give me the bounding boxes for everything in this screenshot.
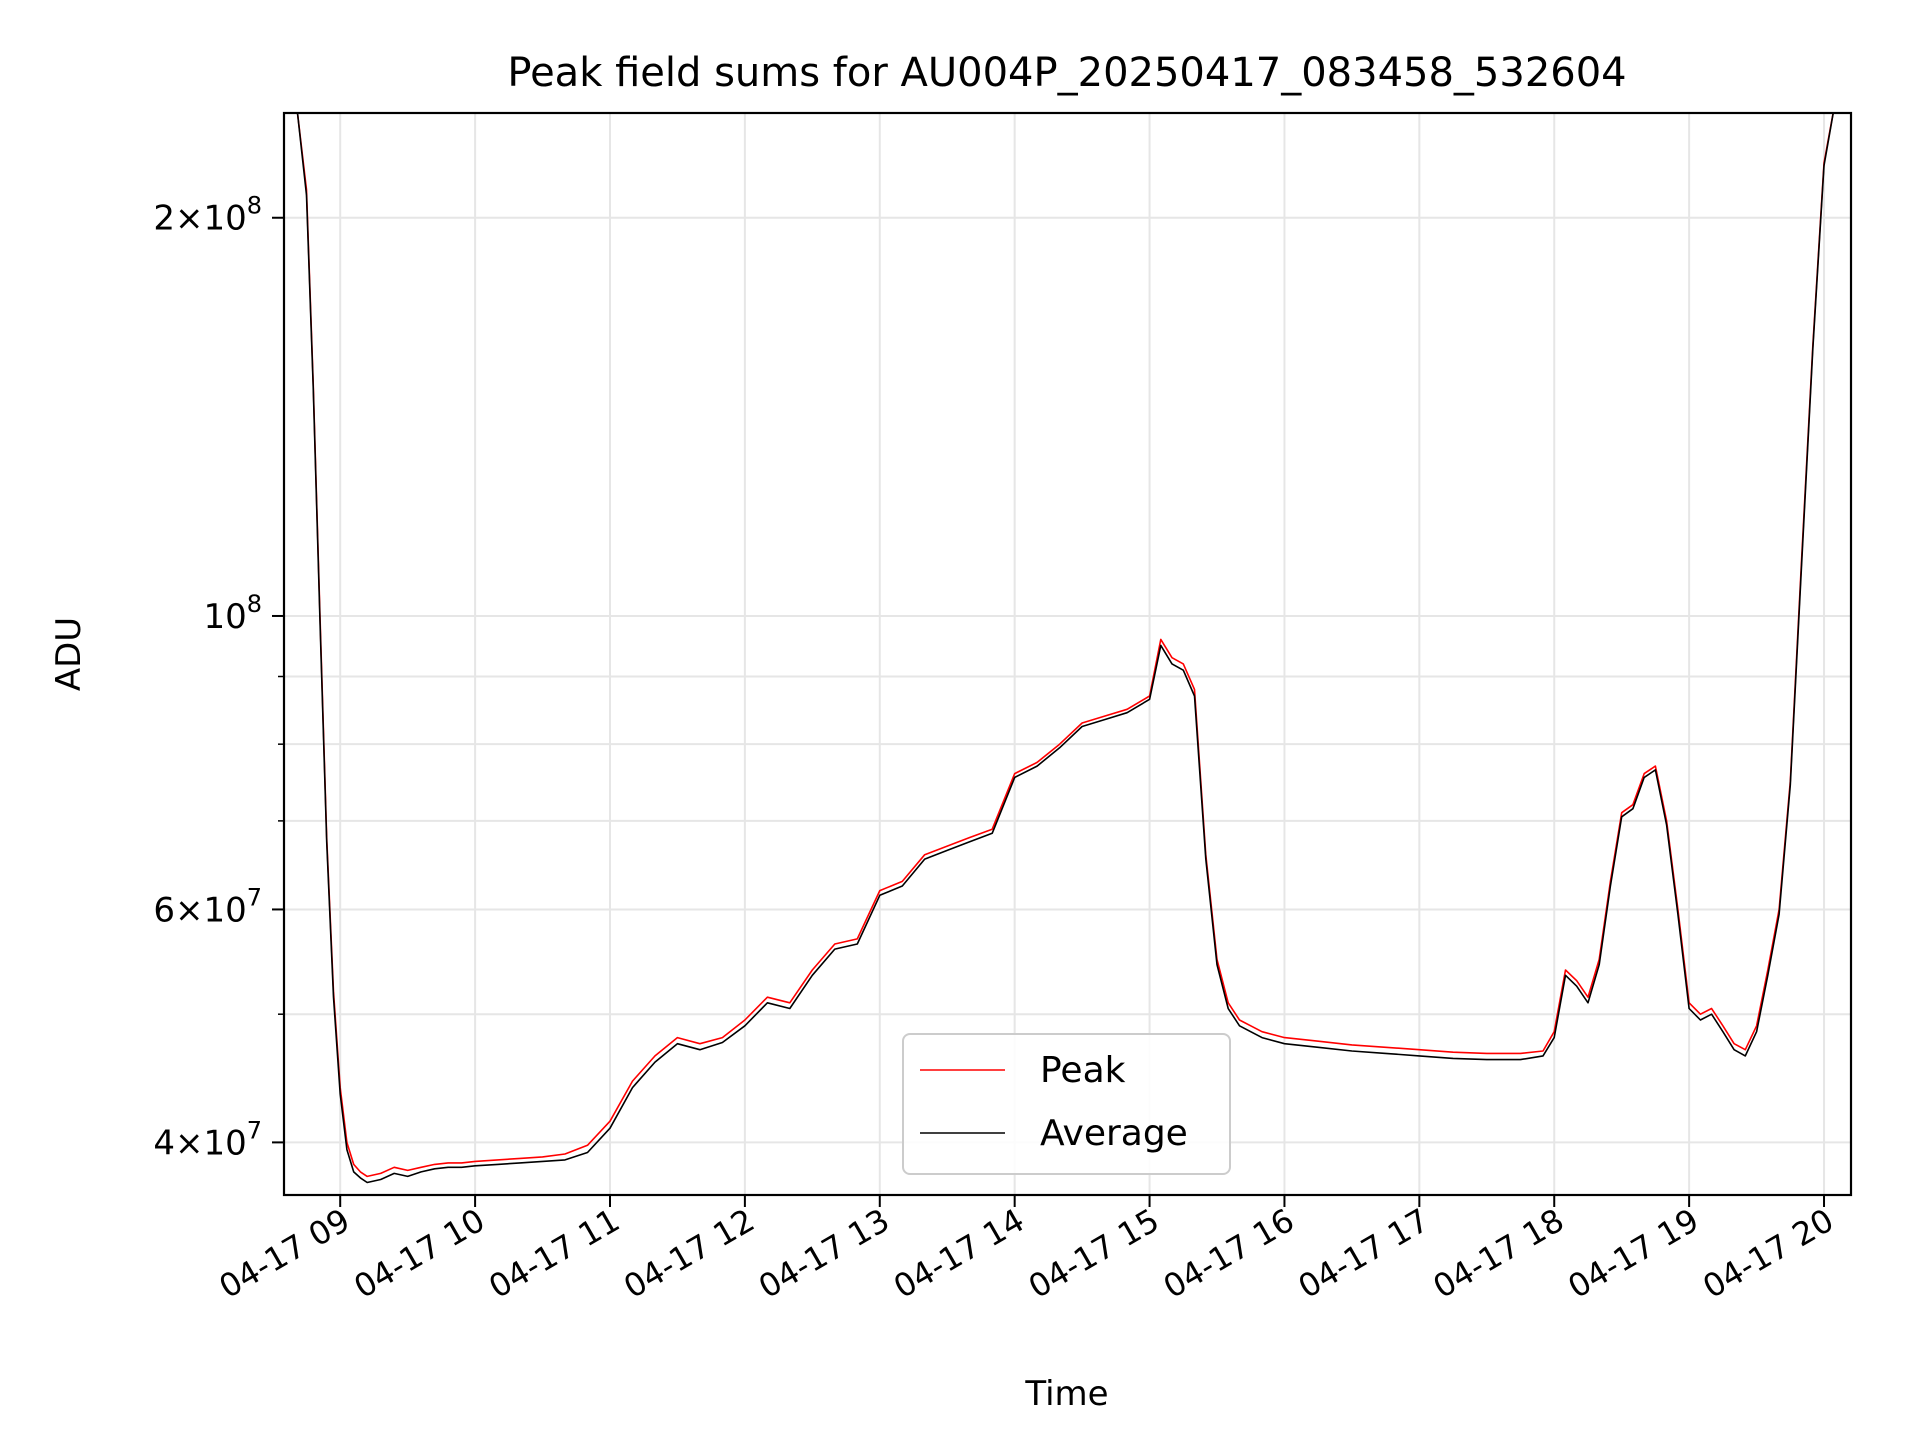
y-axis-label: ADU — [49, 617, 89, 691]
y-tick-label: 6×107 — [153, 883, 262, 930]
series-layer — [296, 113, 1835, 1184]
legend-label-average: Average — [1040, 1113, 1188, 1154]
chart-title: Peak field sums for AU004P_20250417_0834… — [507, 50, 1626, 96]
axes-frame — [282, 111, 1853, 1197]
series-line-average — [296, 113, 1835, 1184]
plot-area — [296, 113, 1835, 1184]
legend-box — [902, 1033, 1231, 1175]
y-tick-label: 4×107 — [153, 1116, 262, 1163]
y-tick-label: 108 — [203, 590, 262, 637]
legend-label-peak: Peak — [1040, 1050, 1126, 1091]
x-axis-label: Time — [1024, 1374, 1108, 1414]
y-tick-label: 2×108 — [153, 192, 262, 239]
legend: Peak Average — [902, 1033, 1231, 1175]
y-axis: 4×107 6×107 108 2×108 — [153, 192, 284, 1163]
